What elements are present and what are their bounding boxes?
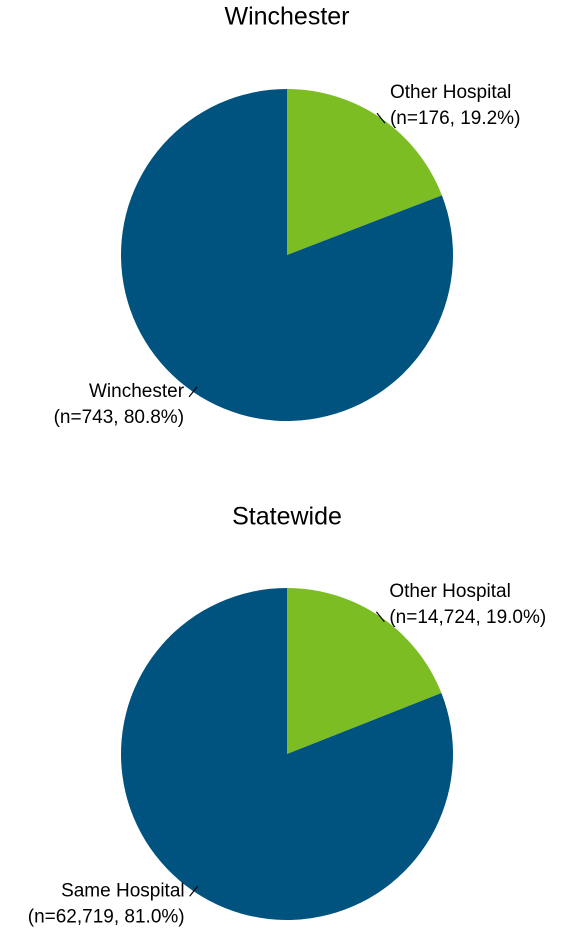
slice-label: Other Hospital <box>390 82 511 103</box>
pie-slice <box>287 89 442 255</box>
slice-value-label: (n=62,719, 81.0%) <box>28 906 185 927</box>
slice-label: Same Hospital <box>61 880 185 901</box>
leader-line <box>376 112 386 124</box>
leader-line <box>375 611 385 623</box>
slice-label: Winchester <box>89 381 185 402</box>
chart-title: Statewide <box>232 503 342 531</box>
slice-value-label: (n=743, 80.8%) <box>54 407 184 428</box>
chart-title: Winchester <box>224 3 349 31</box>
slice-value-label: (n=14,724, 19.0%) <box>389 607 546 628</box>
leader-line <box>189 885 199 897</box>
pie-slice <box>287 588 442 754</box>
pie-slice <box>121 89 453 421</box>
slice-value-label: (n=176, 19.2%) <box>390 108 520 129</box>
pie-slice <box>120 588 454 920</box>
slice-label: Other Hospital <box>389 581 510 602</box>
leader-line <box>188 386 198 398</box>
